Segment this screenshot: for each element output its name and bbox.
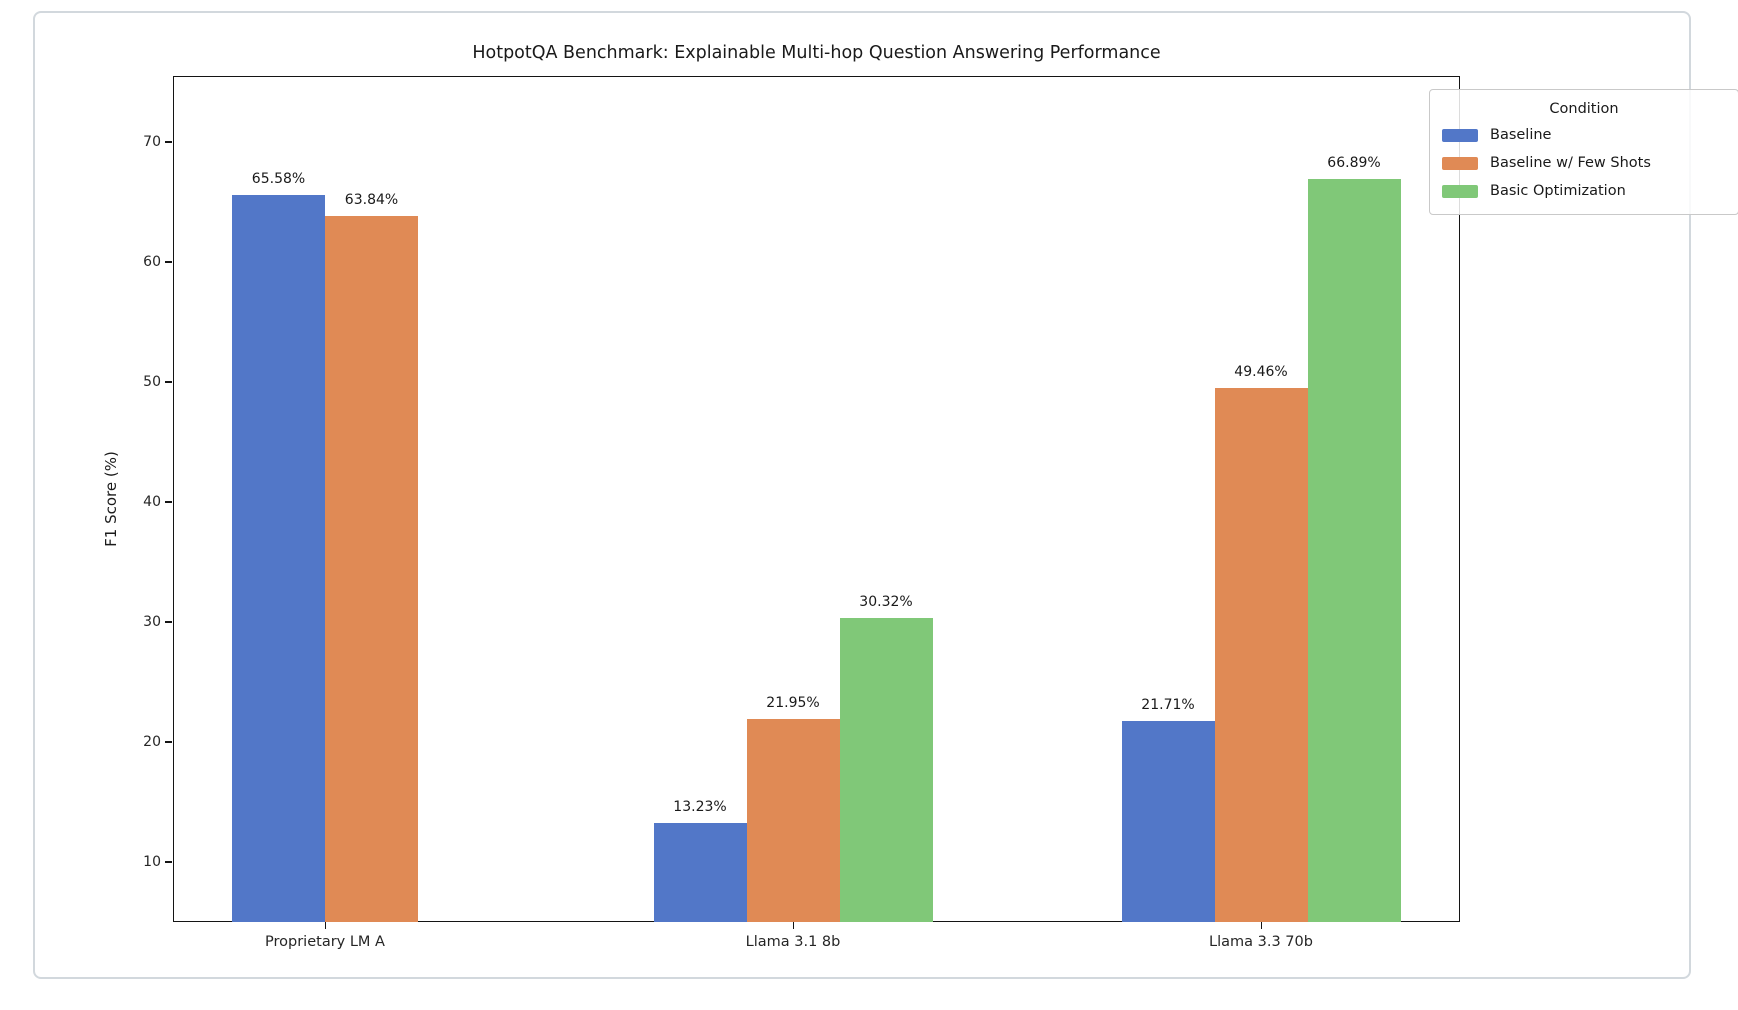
y-tick-mark	[165, 501, 172, 503]
bar-value-label: 65.58%	[251, 171, 306, 188]
optimization-color-swatch	[1442, 184, 1478, 198]
bar	[746, 718, 840, 922]
bar-value-label: 63.84%	[344, 191, 399, 208]
y-tick-label: 10	[143, 854, 161, 870]
legend-item-optimization: Basic Optimization	[1440, 177, 1728, 205]
bar-value-label: 13.23%	[673, 799, 727, 816]
legend-item-label: Baseline	[1490, 127, 1552, 143]
legend-item-label: Baseline w/ Few Shots	[1490, 155, 1651, 171]
x-tick-label: Llama 3.3 70b	[1209, 934, 1313, 950]
bar	[232, 195, 325, 922]
x-tick-mark	[1261, 922, 1263, 929]
bar	[1121, 721, 1215, 922]
bar-value-label: 30.32%	[859, 594, 913, 611]
legend-item-baseline: Baseline	[1440, 121, 1728, 149]
y-tick-mark	[165, 141, 172, 143]
y-tick-mark	[165, 381, 172, 383]
y-tick-mark	[165, 861, 172, 863]
bar	[325, 215, 418, 922]
chart-title: HotpotQA Benchmark: Explainable Multi-ho…	[472, 43, 1161, 63]
legend: Condition Baseline Baseline w/ Few Shots…	[1429, 89, 1738, 215]
x-tick-label: Llama 3.1 8b	[745, 934, 841, 950]
bar	[1307, 179, 1401, 922]
legend-item-few-shots: Baseline w/ Few Shots	[1440, 149, 1728, 177]
y-tick-label: 30	[143, 614, 161, 630]
y-tick-label: 20	[143, 734, 161, 750]
y-tick-label: 40	[143, 494, 161, 510]
y-tick-mark	[165, 741, 172, 743]
x-tick-mark	[793, 922, 795, 929]
y-tick-mark	[165, 261, 172, 263]
x-tick-label: Proprietary LM A	[265, 934, 385, 950]
y-tick-label: 70	[143, 134, 161, 150]
legend-title: Condition	[1549, 101, 1619, 117]
y-tick-label: 50	[143, 374, 161, 390]
legend-item-label: Basic Optimization	[1490, 183, 1626, 199]
bar	[653, 823, 747, 922]
baseline-color-swatch	[1442, 128, 1478, 142]
bar-value-label: 21.95%	[766, 694, 820, 711]
x-tick-mark	[325, 922, 327, 929]
figure-panel: HotpotQA Benchmark: Explainable Multi-ho…	[33, 11, 1738, 979]
few-shots-color-swatch	[1442, 156, 1478, 170]
bar-value-label: 66.89%	[1327, 155, 1381, 172]
bar	[1214, 388, 1308, 922]
y-tick-mark	[165, 621, 172, 623]
bar	[839, 618, 933, 922]
y-tick-label: 60	[143, 254, 161, 270]
bar-value-label: 49.46%	[1234, 364, 1288, 381]
bar-value-label: 21.71%	[1141, 697, 1195, 714]
